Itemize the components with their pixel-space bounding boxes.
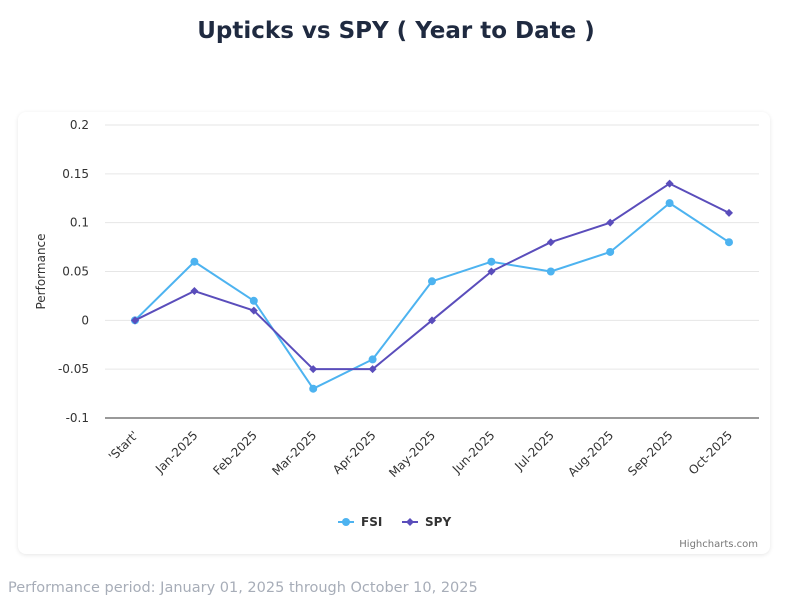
data-point-spy[interactable] [606, 218, 615, 227]
y-tick-label: 0.1 [70, 216, 89, 230]
y-axis-ticks: -0.1 -0.05 0 0.05 0.1 0.15 0.2 [58, 118, 89, 425]
legend-symbol-marker [406, 518, 414, 526]
y-tick-label: 0.05 [62, 265, 89, 279]
data-point-spy[interactable] [487, 267, 496, 276]
y-tick-label: 0.2 [70, 118, 89, 132]
performance-period-note: Performance period: January 01, 2025 thr… [8, 580, 478, 596]
data-point-spy[interactable] [190, 287, 199, 296]
data-point-fsi[interactable] [190, 257, 199, 266]
x-tick-label: Apr-2025 [330, 428, 379, 477]
legend-symbol-marker [342, 518, 350, 526]
data-point-fsi[interactable] [606, 247, 615, 256]
data-point-spy[interactable] [665, 179, 674, 188]
x-tick-label: Sep-2025 [625, 428, 676, 479]
x-tick-label: Aug-2025 [565, 428, 616, 479]
x-tick-label: Mar-2025 [269, 428, 319, 478]
highcharts-credits[interactable]: Highcharts.com [679, 539, 758, 550]
chart-card [18, 112, 770, 554]
data-point-fsi[interactable] [665, 199, 674, 208]
data-point-spy[interactable] [725, 208, 733, 217]
data-point-spy[interactable] [546, 238, 555, 247]
data-point-fsi[interactable] [428, 277, 436, 286]
series-line-spy [134, 182, 730, 371]
data-point-spy[interactable] [249, 306, 258, 315]
x-tick-label: Oct-2025 [686, 428, 735, 477]
legend-item-spy[interactable]: SPY [402, 515, 451, 529]
y-tick-label: 0 [81, 313, 89, 327]
legend-label: FSI [361, 515, 382, 529]
data-point-spy[interactable] [309, 365, 318, 374]
data-point-spy[interactable] [131, 316, 139, 325]
x-axis-ticks: 'Start' Jan-2025 Feb-2025 Mar-2025 Apr-2025 M… [106, 428, 735, 480]
x-tick-label: Jan-2025 [152, 428, 200, 476]
legend-label: SPY [425, 515, 451, 529]
y-tick-label: 0.15 [62, 167, 89, 181]
data-point-fsi[interactable] [546, 267, 555, 276]
data-point-fsi[interactable] [487, 257, 496, 266]
data-point-fsi[interactable] [725, 238, 733, 247]
data-point-spy[interactable] [428, 316, 436, 325]
chart-title: Upticks vs SPY ( Year to Date ) [197, 18, 595, 44]
y-tick-label: -0.1 [66, 411, 89, 425]
series-fsi [131, 199, 733, 393]
data-point-fsi[interactable] [249, 296, 258, 305]
y-tick-label: -0.05 [58, 362, 89, 376]
data-point-spy[interactable] [368, 365, 377, 374]
data-point-fsi[interactable] [368, 355, 377, 364]
y-axis-label: Performance [34, 233, 48, 309]
x-tick-label: 'Start' [106, 428, 141, 463]
series-group [131, 179, 733, 393]
data-point-fsi[interactable] [309, 384, 318, 393]
x-tick-label: Jun-2025 [449, 428, 498, 477]
x-tick-label: Feb-2025 [210, 428, 260, 478]
x-tick-label: May-2025 [386, 428, 438, 480]
legend[interactable]: FSI SPY [338, 515, 451, 529]
x-tick-label: Jul-2025 [511, 428, 557, 474]
gridlines [105, 124, 759, 370]
series-line-fsi [134, 202, 730, 390]
series-spy [131, 179, 733, 374]
legend-item-fsi[interactable]: FSI [338, 515, 382, 529]
